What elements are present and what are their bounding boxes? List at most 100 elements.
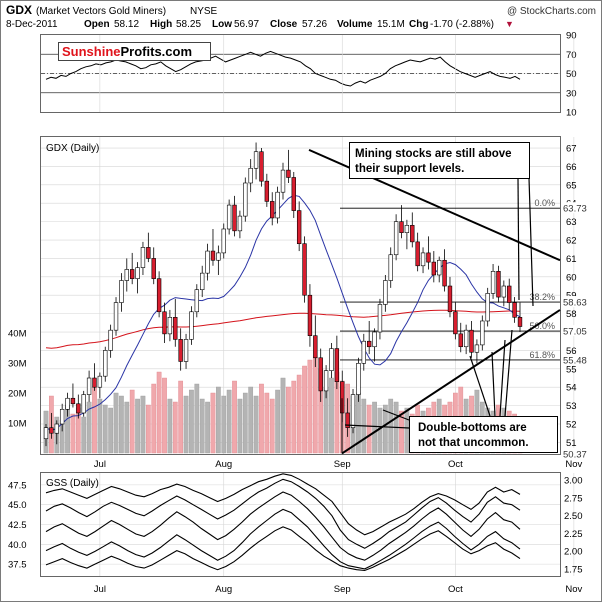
volume-bar: [189, 389, 194, 454]
candle-up: [108, 329, 113, 351]
gss-left-tick-label: 37.5: [8, 560, 27, 571]
quote-date: 8-Dec-2011: [6, 19, 58, 30]
double-bottom-pointer: [344, 424, 410, 429]
candle-up: [59, 408, 65, 425]
month-label-gss: Sep: [334, 584, 351, 595]
fib-value-bg: [561, 353, 595, 365]
gss-right-tick-label: 1.75: [564, 565, 583, 576]
candle-up: [119, 280, 124, 303]
volume-bar: [216, 386, 221, 454]
month-label-gss: Oct: [448, 584, 463, 595]
close-label: Close: [270, 19, 298, 30]
price-tick-label: 56: [566, 346, 577, 357]
candle-down: [70, 397, 76, 405]
candle-down: [286, 169, 291, 178]
fib-value-bg: [561, 296, 595, 308]
candle-down: [92, 377, 97, 388]
ma200-line: [45, 309, 521, 349]
price-tick-label: 55: [566, 364, 577, 375]
volume-label: Volume: [337, 19, 373, 30]
open-value: 58.12: [114, 19, 139, 30]
logo-box: [58, 42, 211, 61]
month-label-price: Aug: [215, 459, 232, 470]
volume-bar: [162, 377, 167, 454]
price-tick-label: 62: [566, 236, 577, 247]
volume-bar: [382, 404, 388, 454]
candle-down: [178, 339, 183, 362]
candle-down: [210, 250, 216, 261]
gss-series-line: [45, 473, 521, 536]
volume-bar: [70, 413, 76, 454]
candle-up: [253, 151, 259, 169]
candle-down: [146, 247, 151, 259]
ticker-name: (Market Vectors Gold Miners): [36, 6, 166, 17]
volume-tick-label: 10M: [8, 419, 27, 430]
logo: SunshineProfits.com: [62, 44, 192, 59]
candle-down: [173, 317, 178, 340]
candle-up: [388, 254, 393, 281]
rsi-tick-label: 90: [566, 31, 577, 42]
volume-bar: [259, 383, 264, 454]
candle-down: [410, 225, 415, 243]
candle-up: [393, 221, 399, 256]
volume-bar: [264, 392, 270, 454]
candle-down: [469, 329, 474, 353]
candle-down: [318, 357, 323, 392]
candle-up: [377, 304, 383, 333]
candle-up: [275, 191, 280, 219]
candle-up: [480, 320, 485, 346]
double-bottom-pointer: [469, 355, 491, 417]
volume-bar: [312, 356, 318, 454]
rsi-tick-label: 50: [566, 69, 577, 80]
candle-up: [350, 394, 356, 428]
candle-up: [226, 204, 232, 230]
month-label-gss: Aug: [215, 584, 232, 595]
month-label-gss: Nov: [565, 584, 582, 595]
fib-percent-label: 61.8%: [529, 350, 555, 360]
annotation-arrows: [344, 177, 534, 429]
volume-bar: [248, 386, 254, 454]
candle-down: [366, 340, 372, 348]
volume-bar: [135, 398, 140, 454]
volume-bar: [307, 359, 313, 454]
note-box-support: [349, 142, 530, 179]
candle-up: [167, 317, 173, 335]
candle-up: [490, 271, 496, 294]
chg-value: -1.70 (-2.88%): [430, 19, 494, 30]
candle-up: [474, 344, 480, 353]
volume-bar: [226, 389, 232, 454]
volume-bar: [113, 392, 119, 454]
candle-down: [442, 259, 447, 287]
candle-up: [221, 228, 226, 254]
candle-up: [200, 272, 205, 291]
candle-up: [372, 331, 377, 348]
volume-bar: [129, 389, 135, 454]
volume-bar: [167, 398, 173, 454]
price-tick-label: 67: [566, 144, 577, 155]
support-trendline: [341, 309, 561, 455]
candle-up: [356, 362, 361, 395]
volume-bar: [102, 404, 108, 454]
note-support-line1: Mining stocks are still above: [355, 148, 512, 160]
price-panel-title: GDX (Daily): [46, 143, 99, 154]
candle-down: [507, 285, 512, 303]
price-tick-label: 51: [566, 438, 577, 449]
candle-up: [54, 423, 59, 434]
fib-percent-label: 0.0%: [534, 198, 555, 208]
volume-tick-label: 20M: [8, 389, 27, 400]
candle-down: [496, 271, 501, 298]
gss-panel-title: GSS (Daily): [46, 478, 99, 489]
fib-baseline-label: 50.37: [563, 450, 587, 461]
high-value: 58.25: [176, 19, 201, 30]
fib-value-label: 55.48: [563, 355, 587, 366]
gss-right-tick-label: 2.00: [564, 547, 583, 558]
volume-bar: [269, 398, 275, 454]
candle-up: [463, 329, 469, 348]
volume-bar: [210, 392, 216, 454]
volume-bar: [183, 395, 189, 454]
volume-bar: [194, 383, 200, 454]
note-support-line2: their support levels.: [355, 163, 464, 175]
candle-up: [103, 350, 108, 377]
volume-bar: [372, 401, 377, 454]
price-tick-label: 61: [566, 254, 577, 265]
